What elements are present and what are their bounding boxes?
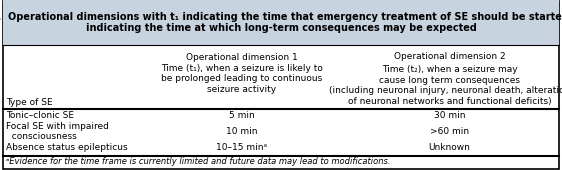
Text: >60 min: >60 min <box>430 127 469 136</box>
Text: 30 min: 30 min <box>434 111 465 120</box>
Text: ᵃEvidence for the time frame is currently limited and future data may lead to mo: ᵃEvidence for the time frame is currentl… <box>6 157 390 166</box>
Text: Operational dimension 2: Operational dimension 2 <box>394 52 505 61</box>
Text: Operational dimension 1
Time (t₁), when a seizure is likely to
be prolonged lead: Operational dimension 1 Time (t₁), when … <box>161 53 323 94</box>
Text: Table  I.  Operational dimensions with t₁ indicating the time that emergency tre: Table I. Operational dimensions with t₁ … <box>0 12 562 33</box>
Text: Absence status epilepticus: Absence status epilepticus <box>6 143 127 152</box>
Bar <box>3 0 559 45</box>
Text: Unknown: Unknown <box>429 143 470 152</box>
Text: Time (t₂), when a seizure may
cause long term consequences
(including neuronal i: Time (t₂), when a seizure may cause long… <box>329 65 562 106</box>
Text: Type of SE: Type of SE <box>6 98 52 107</box>
Text: Tonic–clonic SE: Tonic–clonic SE <box>6 111 74 120</box>
Text: 10–15 minᵃ: 10–15 minᵃ <box>216 143 267 152</box>
Text: Focal SE with impaired
  consciousness: Focal SE with impaired consciousness <box>6 122 108 141</box>
Text: 10 min: 10 min <box>226 127 257 136</box>
Text: 5 min: 5 min <box>229 111 255 120</box>
